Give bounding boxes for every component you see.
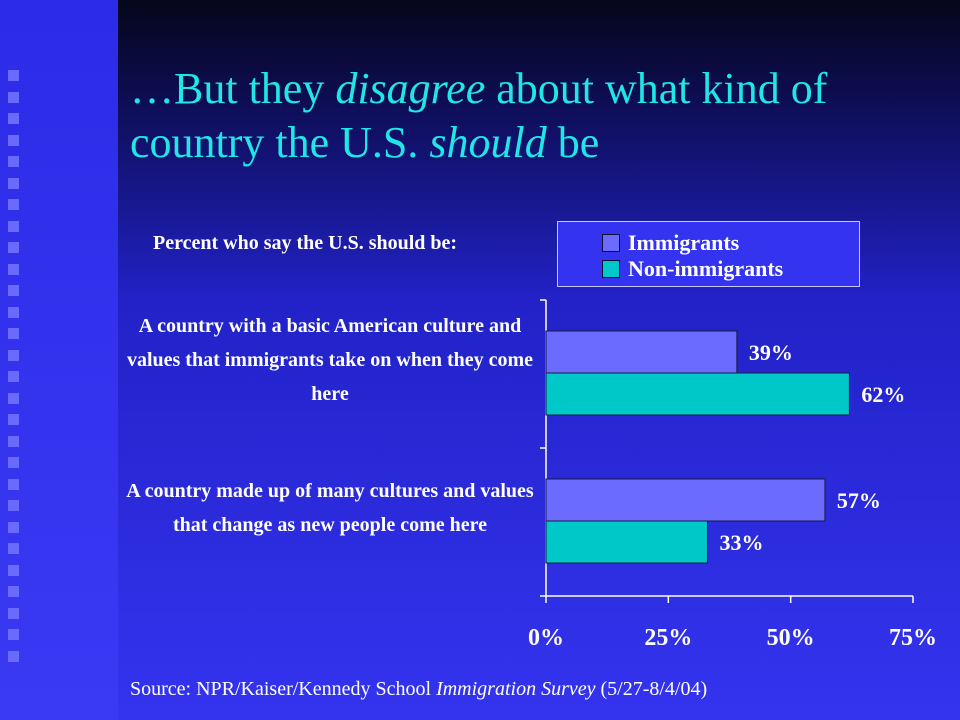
title-text-3: be (546, 118, 600, 167)
decorative-square (8, 220, 19, 232)
data-label: 39% (749, 340, 793, 365)
legend-label-immigrants: Immigrants (628, 230, 740, 255)
chart-legend: Immigrants Non-immigrants (557, 221, 860, 287)
legend-swatch-immigrants (602, 234, 620, 252)
left-decorative-strip (0, 0, 118, 720)
category-label-1: A country with a basic American culture … (126, 315, 534, 405)
decorative-square (8, 242, 19, 253)
decorative-square (8, 263, 19, 275)
data-label: 33% (719, 530, 763, 555)
decorative-square (8, 349, 19, 361)
title-italic-1: disagree (335, 64, 486, 113)
decorative-square (8, 543, 19, 554)
bar-immigrants-1 (545, 330, 738, 374)
bar-non-immigrants-2 (545, 520, 708, 564)
bar-non-immigrants-1 (545, 372, 850, 416)
decorative-square (8, 199, 19, 210)
decorative-square (8, 607, 19, 619)
x-tick-label: 75% (889, 625, 937, 651)
decorative-square (8, 629, 19, 640)
title-italic-2: should (429, 118, 547, 167)
legend-swatch-non-immigrants (602, 260, 620, 278)
decorative-square (8, 306, 19, 318)
chart-subtitle: Percent who say the U.S. should be: (153, 232, 458, 254)
x-tick-label: 0% (528, 625, 564, 651)
legend-item-immigrants: Immigrants (602, 230, 739, 256)
decorative-square (8, 70, 19, 81)
decorative-square (8, 500, 19, 511)
decorative-square (8, 478, 19, 490)
decorative-square (8, 435, 19, 447)
bar-immigrants-2 (545, 478, 826, 522)
legend-label-non-immigrants: Non-immigrants (628, 256, 784, 281)
x-tick-label: 50% (767, 625, 815, 651)
source-survey-name: Immigration Survey (436, 678, 596, 700)
decorative-square (8, 91, 19, 103)
legend-item-non-immigrants: Non-immigrants (602, 256, 783, 282)
decorative-square (8, 392, 19, 404)
data-label: 62% (861, 382, 905, 407)
decorative-square (8, 113, 19, 124)
x-tick-label: 25% (644, 625, 692, 651)
source-note: Source: NPR/Kaiser/Kennedy School Immigr… (130, 678, 930, 701)
data-label: 57% (837, 488, 881, 513)
decorative-square (8, 177, 19, 189)
decorative-square (8, 521, 19, 533)
decorative-square (8, 328, 19, 339)
decorative-square (8, 156, 19, 167)
decorative-square (8, 285, 19, 296)
category-label-2: A country made up of many cultures and v… (126, 480, 534, 536)
decorative-square (8, 414, 19, 425)
decorative-square (8, 564, 19, 576)
source-prefix: Source: NPR/Kaiser/Kennedy School (130, 678, 437, 700)
decorative-square (8, 586, 19, 597)
decorative-square (8, 650, 19, 662)
slide-title: …But they disagree about what kind of co… (130, 62, 930, 170)
title-text-2: about what kind of country the U.S. (130, 64, 828, 167)
decorative-squares (8, 70, 28, 670)
decorative-square (8, 457, 19, 468)
title-text-1: …But they (130, 64, 336, 113)
source-dates: (5/27-8/4/04) (595, 678, 708, 700)
decorative-square (8, 371, 19, 382)
decorative-square (8, 134, 19, 146)
